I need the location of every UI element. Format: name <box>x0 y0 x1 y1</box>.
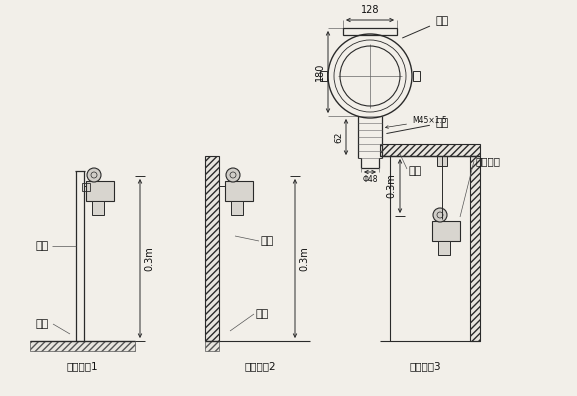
Circle shape <box>433 208 447 222</box>
Text: 顶面: 顶面 <box>408 166 421 176</box>
Text: 安装方式3: 安装方式3 <box>409 361 441 371</box>
Text: 气室: 气室 <box>387 118 448 133</box>
Bar <box>343 28 397 35</box>
Text: M45×1.5: M45×1.5 <box>385 116 447 128</box>
Bar <box>82 183 90 191</box>
Text: 立柱: 立柱 <box>35 241 48 251</box>
Bar <box>225 181 253 201</box>
Text: 安装方式1: 安装方式1 <box>66 361 98 371</box>
Bar <box>92 201 104 215</box>
Bar <box>380 144 480 156</box>
Bar <box>205 156 219 341</box>
Text: 墙面: 墙面 <box>260 236 273 246</box>
Text: 0.3m: 0.3m <box>386 173 396 198</box>
Bar <box>205 341 219 351</box>
Text: Φ48: Φ48 <box>362 175 378 184</box>
Text: 安装支架: 安装支架 <box>475 156 500 166</box>
Bar <box>437 156 447 166</box>
Text: 地面: 地面 <box>255 309 268 319</box>
Bar <box>438 241 450 255</box>
Text: 壳体: 壳体 <box>403 16 448 38</box>
Bar <box>30 341 135 351</box>
Text: 安装方式2: 安装方式2 <box>244 361 276 371</box>
Bar <box>432 221 460 241</box>
Bar <box>86 181 114 201</box>
Text: 128: 128 <box>361 5 379 15</box>
Text: 180: 180 <box>315 63 325 81</box>
Circle shape <box>87 168 101 182</box>
Bar <box>413 71 420 81</box>
Text: 62: 62 <box>334 131 343 143</box>
Circle shape <box>226 168 240 182</box>
Bar <box>470 156 480 341</box>
Text: 0.3m: 0.3m <box>144 246 154 271</box>
Bar <box>320 71 327 81</box>
Text: 0.3m: 0.3m <box>299 246 309 271</box>
Bar <box>231 201 243 215</box>
Text: 地面: 地面 <box>35 319 48 329</box>
